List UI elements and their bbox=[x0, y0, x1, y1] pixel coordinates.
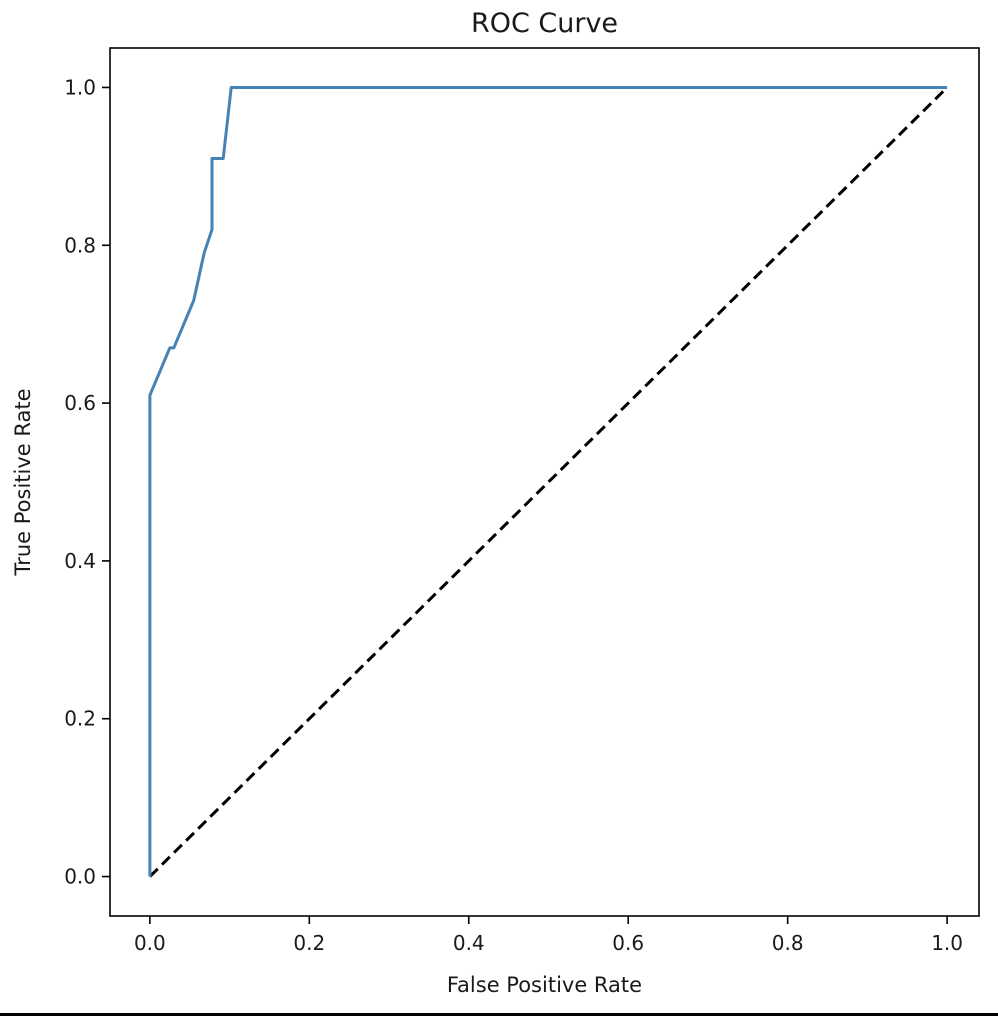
y-tick-label: 1.0 bbox=[64, 75, 96, 99]
y-tick-label: 0.6 bbox=[64, 391, 96, 415]
x-axis-label: False Positive Rate bbox=[447, 973, 642, 997]
y-tick-label: 0.8 bbox=[64, 233, 96, 257]
x-tick-label: 1.0 bbox=[931, 931, 963, 955]
x-axis-ticks: 0.0 0.2 0.4 0.6 0.8 1.0 bbox=[134, 916, 963, 955]
chart-title: ROC Curve bbox=[471, 8, 618, 39]
plot-frame bbox=[109, 47, 980, 917]
x-tick-label: 0.8 bbox=[772, 931, 804, 955]
bottom-border bbox=[0, 1013, 998, 1016]
x-tick-label: 0.2 bbox=[293, 931, 325, 955]
x-tick-label: 0.4 bbox=[453, 931, 485, 955]
y-axis-label: True Positive Rate bbox=[11, 388, 35, 576]
x-tick-label: 0.6 bbox=[612, 931, 644, 955]
chance-line bbox=[148, 86, 949, 878]
y-tick-label: 0.2 bbox=[64, 707, 96, 731]
y-tick-label: 0.0 bbox=[64, 865, 96, 889]
series-layer bbox=[148, 86, 949, 878]
y-axis-ticks: 0.0 0.2 0.4 0.6 0.8 1.0 bbox=[64, 75, 110, 889]
y-tick-label: 0.4 bbox=[64, 549, 96, 573]
x-tick-label: 0.0 bbox=[134, 931, 166, 955]
roc-curve-line bbox=[148, 86, 948, 877]
